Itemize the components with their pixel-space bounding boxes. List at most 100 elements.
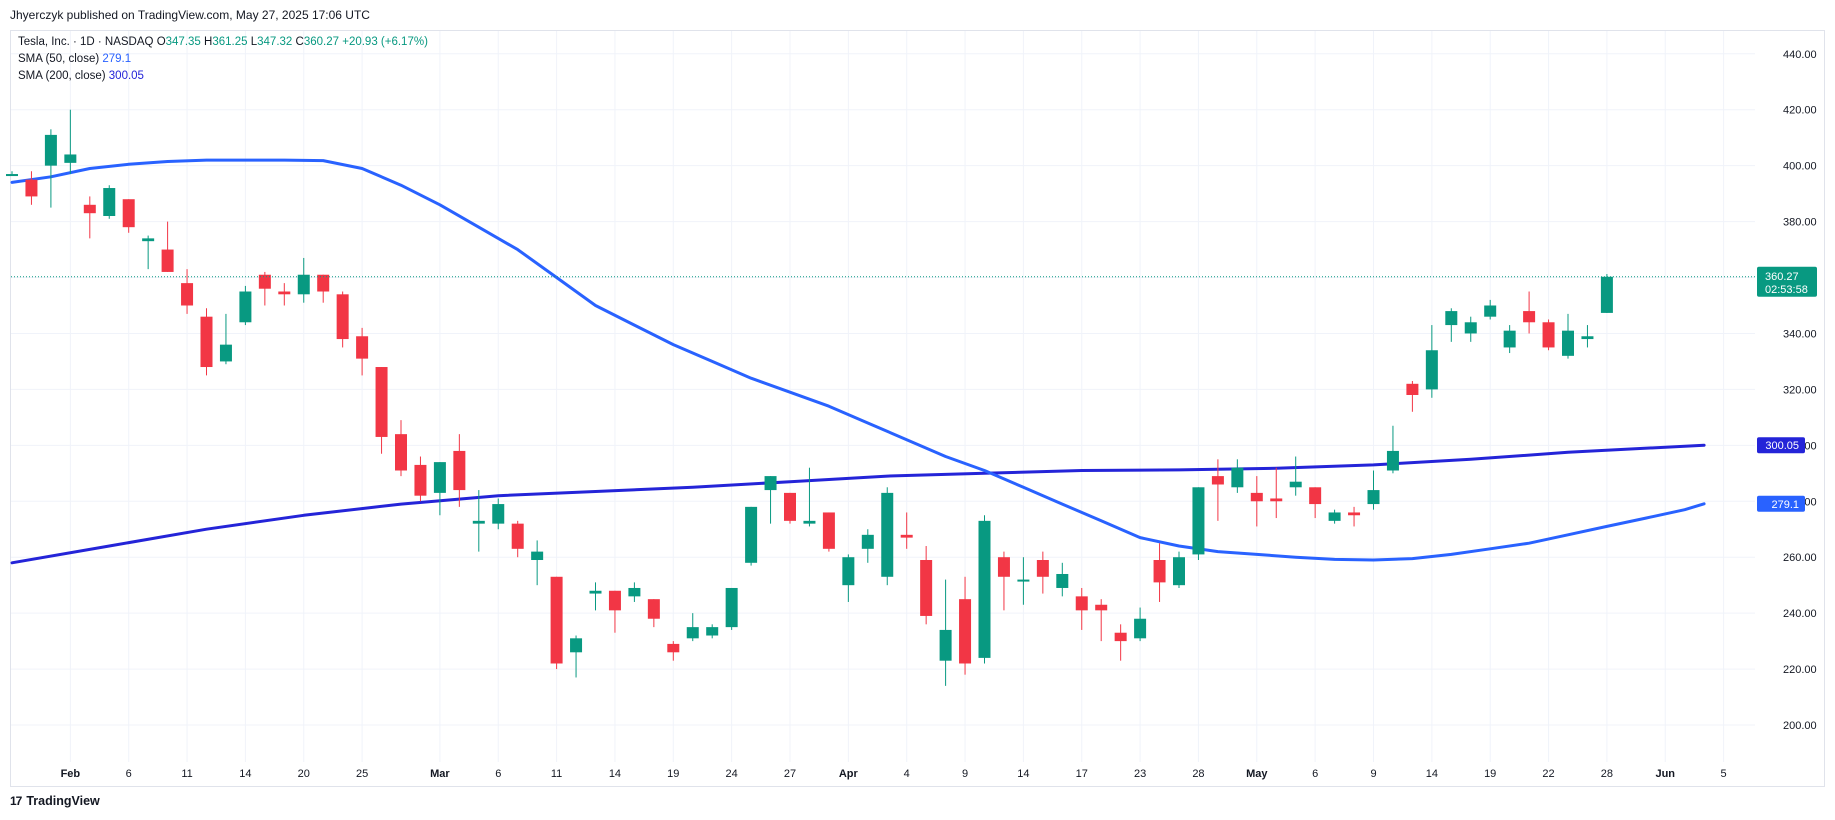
candle-body xyxy=(667,643,680,653)
candle-body xyxy=(492,504,505,524)
candle-body xyxy=(25,179,38,197)
candle-body xyxy=(959,599,972,664)
x-tick-label: 6 xyxy=(495,768,501,780)
sma50-badge xyxy=(1757,495,1805,512)
legend-low-label: L xyxy=(250,36,258,48)
candle-body xyxy=(764,476,777,491)
candle-body xyxy=(589,590,602,594)
legend-symbol[interactable]: Tesla, Inc. · 1D · NASDAQ xyxy=(18,36,154,48)
candle-body xyxy=(531,551,544,561)
legend-change: +20.93 (+6.17%) xyxy=(342,36,428,48)
sma50-badge-text: 279.1 xyxy=(1771,499,1799,511)
grid-lines xyxy=(11,31,1755,762)
sma200-layer xyxy=(10,443,1706,565)
candle-body xyxy=(1581,336,1594,340)
candle-body xyxy=(900,534,913,538)
candle-body xyxy=(1367,490,1380,505)
legend-close-value: 360.27 xyxy=(303,36,340,48)
y-tick-label: 340.00 xyxy=(1783,328,1817,340)
candle-body xyxy=(628,587,641,597)
candle-body xyxy=(784,492,796,521)
x-tick-label: 6 xyxy=(126,768,132,780)
candle-body xyxy=(414,464,427,496)
x-tick-label: Mar xyxy=(430,768,450,780)
x-tick-label: 24 xyxy=(726,768,738,780)
candle-body xyxy=(1425,350,1438,390)
x-tick-label: 23 xyxy=(1134,768,1146,780)
candle-body xyxy=(608,590,621,611)
candle-body xyxy=(1523,311,1536,323)
candle-body xyxy=(103,188,116,216)
candle-body xyxy=(1386,450,1399,471)
candle-body xyxy=(570,638,583,653)
candle-body xyxy=(1289,481,1302,488)
candle-body xyxy=(997,557,1010,577)
x-tick-label: 14 xyxy=(609,768,621,780)
candle-body xyxy=(881,492,894,577)
sma50-layer xyxy=(10,158,1706,562)
x-tick-label: Feb xyxy=(61,768,81,780)
candle-body xyxy=(1192,487,1205,555)
candle-body xyxy=(822,512,835,549)
legend-high-label: H xyxy=(204,36,213,48)
candle-body xyxy=(453,450,466,491)
legend-sma200-value: 300.05 xyxy=(108,70,144,82)
candle-body xyxy=(1348,512,1361,516)
candle-body xyxy=(297,274,310,295)
tradingview-brand[interactable]: 17 TradingView xyxy=(10,794,100,808)
candle-body xyxy=(336,294,349,340)
candle-body xyxy=(647,599,660,619)
candle-body xyxy=(1231,467,1244,488)
x-tick-label: Apr xyxy=(839,768,859,780)
x-tick-label: 5 xyxy=(1721,768,1727,780)
y-tick-label: 420.00 xyxy=(1783,105,1817,117)
candle-body xyxy=(686,627,699,639)
legend-ohlc-row: Tesla, Inc. · 1D · NASDAQ O347.35 H361.2… xyxy=(18,34,428,51)
candle-body xyxy=(1250,492,1263,502)
candle-body xyxy=(142,238,155,242)
tradingview-logo-icon: 17 xyxy=(10,794,22,808)
legend-sma50-label: SMA (50, close) xyxy=(18,53,100,65)
x-tick-label: 9 xyxy=(962,768,968,780)
x-tick-label: 17 xyxy=(1076,768,1088,780)
candle-body xyxy=(83,204,96,214)
x-tick-label: 28 xyxy=(1601,768,1613,780)
candle-body xyxy=(1017,579,1030,582)
candle-body xyxy=(278,291,291,295)
sma200-badge-text: 300.05 xyxy=(1765,440,1799,452)
candle-body xyxy=(395,434,407,471)
legend-sma50-row[interactable]: SMA (50, close) 279.1 xyxy=(18,51,428,68)
legend-open-label: O xyxy=(156,36,166,48)
candle-body xyxy=(920,560,933,616)
candlestick-chart[interactable]: 200.00220.00240.00260.00280.00300.00320.… xyxy=(0,0,1835,790)
legend-sma200-row[interactable]: SMA (200, close) 300.05 xyxy=(18,68,428,85)
candle-body xyxy=(200,316,213,368)
candle-body xyxy=(375,367,388,437)
y-tick-label: 200.00 xyxy=(1783,720,1817,732)
x-tick-label: 28 xyxy=(1192,768,1204,780)
candle-body xyxy=(1134,618,1147,639)
y-tick-label: 320.00 xyxy=(1783,384,1817,396)
candle-body xyxy=(1600,276,1613,313)
candle-body xyxy=(861,534,874,549)
candle-body xyxy=(122,199,135,228)
candle-body xyxy=(64,154,77,163)
x-tick-label: 9 xyxy=(1370,768,1376,780)
legend-sma50-value: 279.1 xyxy=(102,53,132,65)
y-tick-label: 440.00 xyxy=(1783,49,1817,61)
x-axis: Feb 6 11 14 20 25 Mar 6 11 14 19 24 27 Apr 4 9 14 17 23 28 M… xyxy=(61,768,1727,780)
candle-body xyxy=(1114,632,1127,642)
candle-body xyxy=(1464,322,1477,334)
x-tick-label: 4 xyxy=(904,768,910,780)
candles-layer xyxy=(6,109,1613,686)
y-tick-label: 380.00 xyxy=(1783,217,1817,229)
candle-body xyxy=(1503,330,1516,348)
legend-open-value: 347.35 xyxy=(165,36,201,48)
candle-body xyxy=(433,462,446,493)
last-price-text: 360.27 xyxy=(1765,271,1799,283)
candle-body xyxy=(511,523,524,549)
candle-body xyxy=(1036,560,1049,577)
candle-body xyxy=(939,629,952,661)
legend-low-value: 347.32 xyxy=(257,36,293,48)
x-tick-label: May xyxy=(1246,768,1268,780)
